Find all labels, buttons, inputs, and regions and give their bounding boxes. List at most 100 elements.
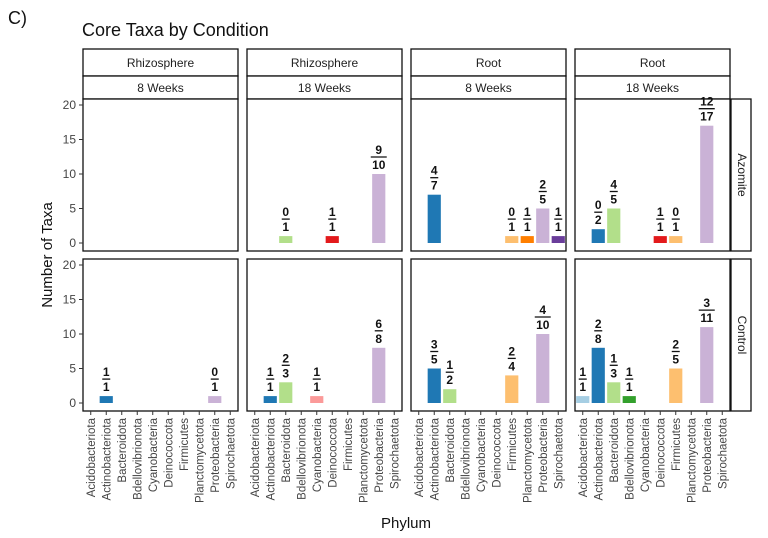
- bar-label-denominator: 5: [539, 193, 546, 207]
- x-tick-label: Deinococcota: [491, 417, 503, 487]
- bar-firmicutes: [505, 375, 519, 403]
- bar-proteobacteria: [208, 396, 222, 403]
- x-tick-label: Actinobacteriota: [429, 417, 441, 500]
- y-tick-label: 0: [69, 396, 76, 410]
- bar-bacteroidota: [607, 208, 621, 243]
- x-tick-label: Actinobacteriota: [593, 417, 605, 500]
- bar-label-denominator: 5: [431, 353, 438, 367]
- x-tick-label: Firmicutes: [507, 418, 519, 471]
- bar-label-numerator: 0: [282, 205, 289, 219]
- bar-label-numerator: 1: [626, 365, 633, 379]
- bar-label-numerator: 6: [375, 317, 382, 331]
- bar-firmicutes: [505, 236, 519, 243]
- facet-strip-top-label: Rhizosphere: [291, 56, 359, 70]
- x-tick-label: Deinococcota: [655, 417, 667, 487]
- bar-label-denominator: 1: [282, 220, 289, 234]
- facet-strip-top: [410, 48, 567, 77]
- y-tick-label: 5: [69, 202, 76, 216]
- bar-label-denominator: 2: [595, 213, 602, 227]
- bar-label-denominator: 1: [524, 220, 531, 234]
- bar-label-denominator: 11: [700, 311, 713, 325]
- x-tick-label: Planctomycetota: [522, 417, 534, 503]
- facet-strip-row: [730, 98, 752, 252]
- facet-strip-bottom-label: 18 Weeks: [626, 81, 679, 95]
- x-tick-label: Spirochaetota: [553, 417, 565, 489]
- bar-label-denominator: 1: [672, 220, 679, 234]
- bar-label-denominator: 1: [626, 380, 633, 394]
- x-tick-label: Planctomycetota: [358, 417, 370, 503]
- bar-deinococcota: [653, 236, 667, 243]
- bar-label-numerator: 1: [329, 205, 336, 219]
- bar-label-numerator: 2: [282, 351, 289, 365]
- bar-proteobacteria: [700, 327, 714, 403]
- bar-label-denominator: 1: [508, 220, 515, 234]
- bar-label-numerator: 0: [508, 205, 515, 219]
- bar-label-denominator: 1: [555, 220, 562, 234]
- x-tick-label: Planctomycetota: [194, 417, 206, 503]
- x-tick-label: Cyanobacteria: [148, 417, 160, 492]
- bar-label-numerator: 0: [595, 198, 602, 212]
- x-tick-label: Acidobacteriota: [250, 417, 262, 497]
- bar-label-denominator: 10: [536, 318, 550, 332]
- x-tick-label: Bacteroidota: [281, 417, 293, 482]
- x-tick-label: Firmicutes: [343, 418, 355, 471]
- bar-firmicutes: [669, 236, 683, 243]
- facet-strip-row-label: Control: [735, 316, 749, 355]
- bar-actinobacteriota: [591, 347, 605, 403]
- bar-label-denominator: 8: [375, 332, 382, 346]
- bar-actinobacteriota: [99, 396, 113, 403]
- bar-label-numerator: 1: [267, 365, 274, 379]
- bar-label-numerator: 0: [672, 205, 679, 219]
- bar-proteobacteria: [372, 347, 386, 403]
- bar-label-numerator: 3: [703, 296, 710, 310]
- bar-label-denominator: 2: [446, 373, 453, 387]
- bar-label-numerator: 1: [579, 365, 586, 379]
- bar-label-numerator: 1: [657, 205, 664, 219]
- x-tick-label: Bdellovibrionota: [460, 417, 472, 499]
- y-tick-label: 20: [63, 98, 77, 112]
- facet-strip-bottom-label: 18 Weeks: [298, 81, 351, 95]
- bar-label-numerator: 0: [211, 365, 218, 379]
- x-tick-label: Spirochaetota: [717, 417, 729, 489]
- bar-label-denominator: 5: [610, 193, 617, 207]
- bar-label-denominator: 8: [595, 332, 602, 346]
- bar-label-denominator: 1: [267, 380, 274, 394]
- panel-frame: [82, 258, 239, 412]
- bar-label-denominator: 1: [103, 380, 110, 394]
- x-tick-label: Bacteroidota: [117, 417, 129, 482]
- bar-proteobacteria: [372, 174, 386, 243]
- panel-frame: [82, 98, 239, 252]
- bar-bacteroidota: [279, 236, 293, 243]
- bar-label-numerator: 1: [524, 205, 531, 219]
- facet-strip-row: [730, 258, 752, 412]
- x-tick-label: Bdellovibrionota: [296, 417, 308, 499]
- bar-label-numerator: 4: [431, 164, 438, 178]
- bar-bacteroidota: [607, 382, 621, 403]
- y-tick-label: 10: [63, 167, 77, 181]
- bar-label-denominator: 7: [431, 179, 438, 193]
- bar-proteobacteria: [700, 125, 714, 243]
- bar-bacteroidota: [279, 382, 293, 403]
- x-tick-label: Bacteroidota: [609, 417, 621, 482]
- bar-label-numerator: 1: [610, 351, 617, 365]
- x-tick-label: Acidobacteriota: [414, 417, 426, 497]
- bar-label-denominator: 5: [672, 353, 679, 367]
- x-tick-label: Bdellovibrionota: [624, 417, 636, 499]
- bar-actinobacteriota: [427, 194, 441, 243]
- bar-label-denominator: 1: [211, 380, 218, 394]
- y-tick-label: 0: [69, 236, 76, 250]
- bar-label-numerator: 2: [672, 338, 679, 352]
- bar-planctomycetota: [520, 236, 534, 243]
- bar-label-denominator: 3: [610, 366, 617, 380]
- bar-label-numerator: 4: [539, 303, 546, 317]
- bar-cyanobacteria: [310, 396, 324, 403]
- x-tick-label: Cyanobacteria: [640, 417, 652, 492]
- bar-label-numerator: 1: [555, 205, 562, 219]
- bar-deinococcota: [325, 236, 339, 243]
- bar-acidobacteriota: [576, 396, 590, 403]
- bar-label-numerator: 2: [508, 344, 515, 358]
- bar-bdellovibrionota: [622, 396, 636, 403]
- facet-strip-top-label: Root: [476, 56, 502, 70]
- bar-label-numerator: 1: [313, 365, 320, 379]
